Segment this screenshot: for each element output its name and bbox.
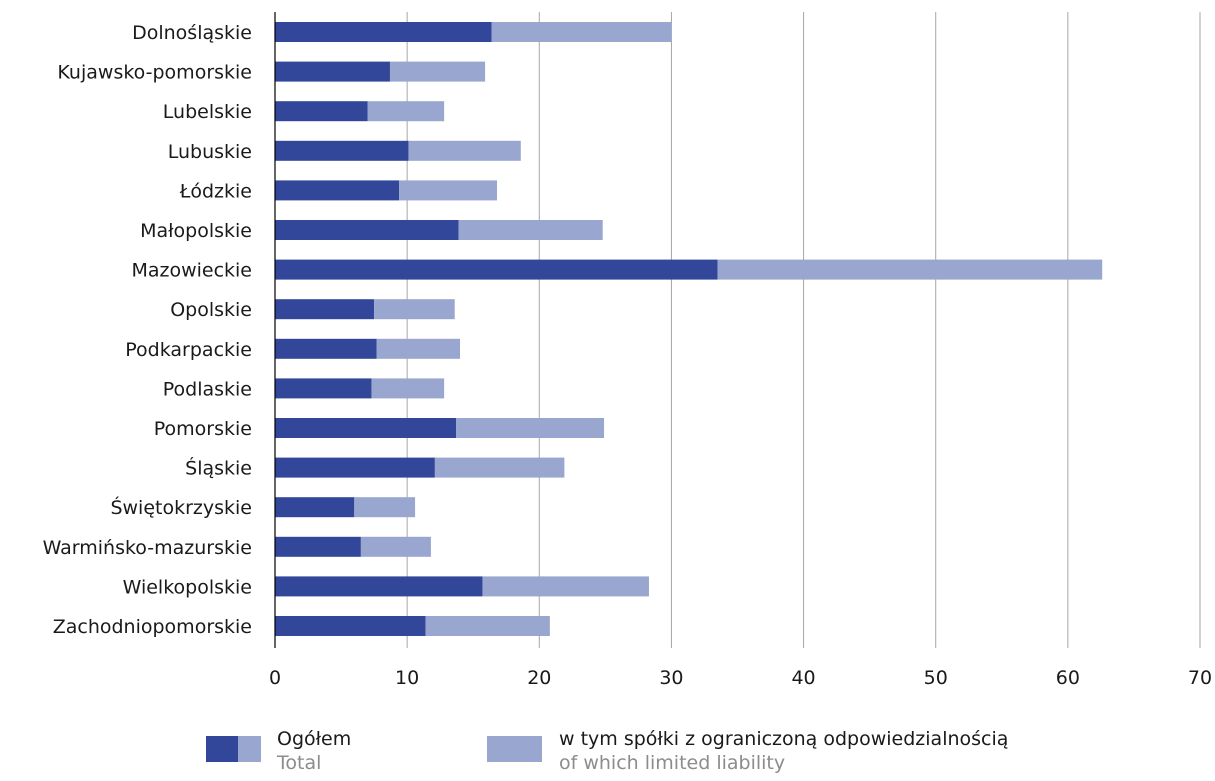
bar-llc-2 [275, 101, 368, 122]
x-tick-label: 40 [791, 667, 815, 689]
category-label: Wielkopolskie [123, 576, 252, 598]
category-label: Kujawsko-pomorskie [57, 62, 252, 84]
bar-total-4 [399, 180, 497, 201]
legend-swatch-total-dark [206, 736, 238, 762]
legend-swatch-total-light [238, 736, 261, 762]
bar-llc-12 [275, 497, 355, 518]
category-label: Opolskie [170, 299, 252, 321]
bar-llc-15 [275, 616, 426, 636]
x-tick-label: 0 [269, 667, 281, 689]
bar-llc-8 [275, 338, 377, 359]
bar-total-14 [482, 576, 649, 597]
bar-total-15 [425, 616, 550, 636]
legend-label-llc: w tym spółki z ograniczoną odpowiedzialn… [559, 728, 1009, 750]
bar-llc-1 [275, 61, 390, 82]
category-label: Zachodniopomorskie [53, 616, 252, 638]
bar-total-11 [434, 457, 565, 478]
legend-label-total: Ogółem [277, 728, 352, 750]
bar-total-6 [717, 259, 1103, 280]
bar-llc-14 [275, 576, 483, 597]
x-tick-label: 30 [659, 667, 683, 689]
bar-total-2 [367, 101, 445, 122]
x-tick-label: 50 [924, 667, 948, 689]
category-label: Mazowieckie [131, 260, 252, 282]
legend-sublabel-llc: of which limited liability [559, 752, 786, 774]
legend-item-llc: w tym spółki z ograniczoną odpowiedzialn… [487, 728, 1207, 778]
x-tick-label: 10 [395, 667, 419, 689]
bar-llc-10 [275, 418, 457, 438]
bar-total-9 [371, 378, 445, 399]
x-tick-label: 20 [527, 667, 551, 689]
bar-llc-5 [275, 220, 459, 240]
x-tick-label: 70 [1188, 667, 1212, 689]
category-label: Śląskie [185, 456, 252, 480]
bar-total-8 [376, 338, 460, 359]
category-label: Warmińsko-mazurskie [43, 537, 252, 559]
bar-total-1 [389, 61, 486, 82]
bar-llc-7 [275, 299, 375, 320]
category-label: Lubuskie [168, 141, 252, 163]
category-label: Podkarpackie [125, 339, 252, 361]
tick-labels: 0 10 20 30 40 50 60 70 [269, 667, 1212, 689]
category-label: Małopolskie [140, 220, 252, 242]
bar-total-13 [360, 536, 431, 557]
gridlines [406, 12, 1201, 648]
bar-chart: Dolnośląskie Kujawsko-pomorskie Lubelskie L… [43, 12, 1212, 689]
bar-llc-11 [275, 457, 435, 478]
bar-llc-4 [275, 180, 400, 201]
bar-llc-9 [275, 378, 372, 399]
bar-total-7 [374, 299, 455, 320]
bar-total-5 [458, 220, 603, 240]
bar-total-3 [408, 140, 521, 161]
bars [275, 22, 1103, 636]
bar-llc-0 [275, 22, 492, 42]
category-label: Lubelskie [163, 101, 252, 123]
x-tick-label: 60 [1056, 667, 1080, 689]
category-labels: Dolnośląskie Kujawsko-pomorskie Lubelskie L… [43, 22, 252, 638]
bar-llc-6 [275, 259, 718, 280]
category-label: Podlaskie [163, 378, 252, 400]
bar-total-12 [354, 497, 416, 518]
legend-sublabel-total: Total [277, 752, 322, 774]
legend-swatch-llc [487, 736, 542, 762]
category-label: Łódzkie [179, 180, 252, 202]
bar-total-10 [456, 418, 605, 438]
category-label: Pomorskie [154, 418, 252, 440]
category-label: Świętokrzyskie [110, 495, 252, 519]
bar-llc-13 [275, 536, 361, 557]
legend-item-total: Ogółem Total [206, 728, 466, 778]
category-label: Dolnośląskie [132, 22, 252, 44]
bar-total-0 [491, 22, 672, 42]
bar-llc-3 [275, 140, 409, 161]
